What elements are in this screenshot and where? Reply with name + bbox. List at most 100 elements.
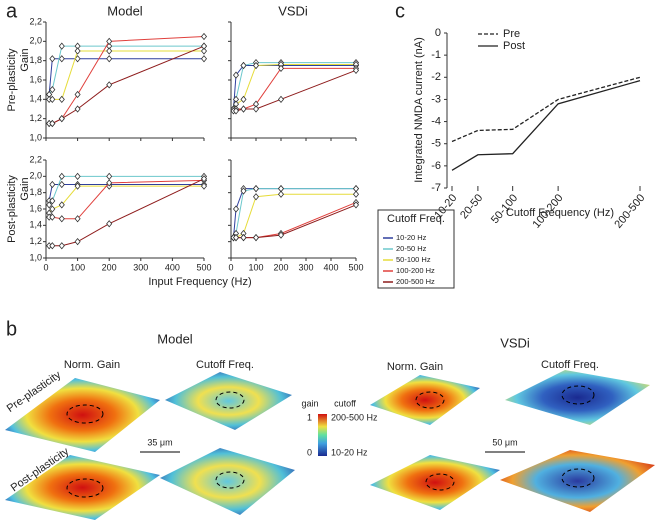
legend-label: 10-20 Hz	[396, 233, 427, 242]
data-point	[252, 61, 260, 70]
data-point	[49, 55, 56, 63]
x-tick-label: 200	[273, 262, 288, 272]
y-tick-label: 1,2	[29, 113, 42, 123]
y-tick-label: 1,4	[29, 220, 42, 230]
data-point	[277, 95, 285, 103]
roi-circle	[561, 468, 595, 488]
surface-map	[165, 372, 292, 430]
x-tick-label: 400	[323, 262, 338, 272]
data-point	[58, 180, 65, 189]
data-point	[74, 215, 81, 223]
x-tick-label: 20-50	[458, 192, 485, 221]
y-tick-label: 2,2	[29, 154, 42, 164]
data-point	[106, 220, 113, 228]
data-point	[58, 172, 65, 180]
series-line	[451, 79, 641, 171]
data-point	[352, 190, 360, 198]
surface-map	[5, 378, 160, 452]
y-tick-label: -3	[431, 93, 441, 105]
data-point	[58, 242, 65, 250]
data-point	[58, 55, 65, 63]
data-point	[58, 201, 65, 209]
y-axis-label: Gain	[19, 177, 31, 200]
data-point	[240, 187, 247, 195]
data-point	[106, 172, 113, 180]
surface-map	[5, 455, 160, 520]
data-point	[49, 197, 56, 205]
panel-label: c	[395, 0, 405, 22]
data-point	[232, 205, 240, 213]
legend-label: Post	[503, 40, 525, 52]
data-point	[58, 42, 65, 50]
x-axis-label: Input Frequency (Hz)	[148, 276, 251, 288]
series-line	[49, 178, 205, 247]
data-point	[277, 231, 285, 239]
data-point	[200, 42, 208, 50]
colorbar-label: 200-500 Hz	[331, 412, 378, 422]
map-title: Norm. Gain	[64, 359, 120, 371]
data-point	[49, 213, 56, 221]
data-point	[58, 95, 65, 103]
y-tick-label: 1,4	[29, 94, 42, 104]
x-tick-label: 500	[196, 262, 211, 272]
roi-circle	[66, 404, 104, 424]
data-point	[49, 205, 56, 213]
data-point	[232, 107, 240, 115]
y-tick-label: 2,0	[29, 171, 42, 181]
data-point	[200, 175, 208, 183]
row-title: Pre-plasticity	[6, 48, 18, 111]
data-point	[58, 115, 65, 123]
legend-label: 200-500 Hz	[396, 277, 435, 286]
y-tick-label: 1,2	[29, 236, 42, 246]
legend-label: 20-50 Hz	[396, 244, 427, 253]
y-tick-label: -7	[431, 182, 441, 194]
series-line	[233, 188, 356, 238]
surface-map	[500, 450, 655, 512]
roi-circle	[215, 391, 245, 409]
series-line	[49, 45, 205, 124]
data-point	[200, 47, 208, 55]
data-point	[49, 242, 56, 250]
data-point	[49, 95, 56, 103]
data-point	[240, 95, 247, 103]
legend-label: 100-200 Hz	[396, 266, 435, 275]
y-axis-label: Integrated NMDA current (nA)	[413, 37, 425, 183]
series-line	[233, 64, 356, 110]
data-point	[49, 180, 56, 189]
data-point	[200, 32, 208, 41]
x-tick-label: 200-500	[612, 192, 647, 231]
column-title: VSDi	[500, 335, 530, 350]
y-tick-label: 1,6	[29, 203, 42, 213]
data-point	[240, 105, 247, 113]
data-point	[240, 61, 247, 70]
x-tick-label: 200	[102, 262, 117, 272]
data-point	[252, 193, 260, 201]
y-tick-label: 2,2	[29, 16, 42, 26]
data-point	[74, 172, 81, 180]
data-point	[106, 47, 113, 55]
surfaces	[5, 370, 655, 520]
y-axis-label: Gain	[19, 48, 31, 71]
y-tick-label: -5	[431, 138, 441, 150]
y-tick-label: 1,6	[29, 74, 42, 84]
colorbar-title: gain	[301, 398, 318, 408]
y-tick-label: -4	[431, 115, 441, 127]
data-point	[252, 105, 260, 113]
x-tick-label: 300	[133, 262, 148, 272]
legend-label: Pre	[503, 28, 520, 40]
x-tick-label: 0	[43, 262, 48, 272]
data-point	[74, 90, 81, 99]
data-point	[277, 190, 285, 198]
x-axis-label: Cutoff Frequency (Hz)	[506, 207, 614, 219]
data-point	[106, 37, 113, 45]
x-tick-label: 0	[228, 262, 233, 272]
data-point	[200, 55, 208, 63]
map-title: Cutoff Freq.	[541, 359, 599, 371]
y-tick-label: 1,8	[29, 55, 42, 65]
data-point	[74, 105, 81, 113]
y-tick-label: 0	[435, 27, 441, 39]
x-tick-label: 300	[298, 262, 313, 272]
series-line	[49, 36, 205, 124]
data-point	[46, 201, 53, 209]
surface-map	[160, 448, 295, 515]
